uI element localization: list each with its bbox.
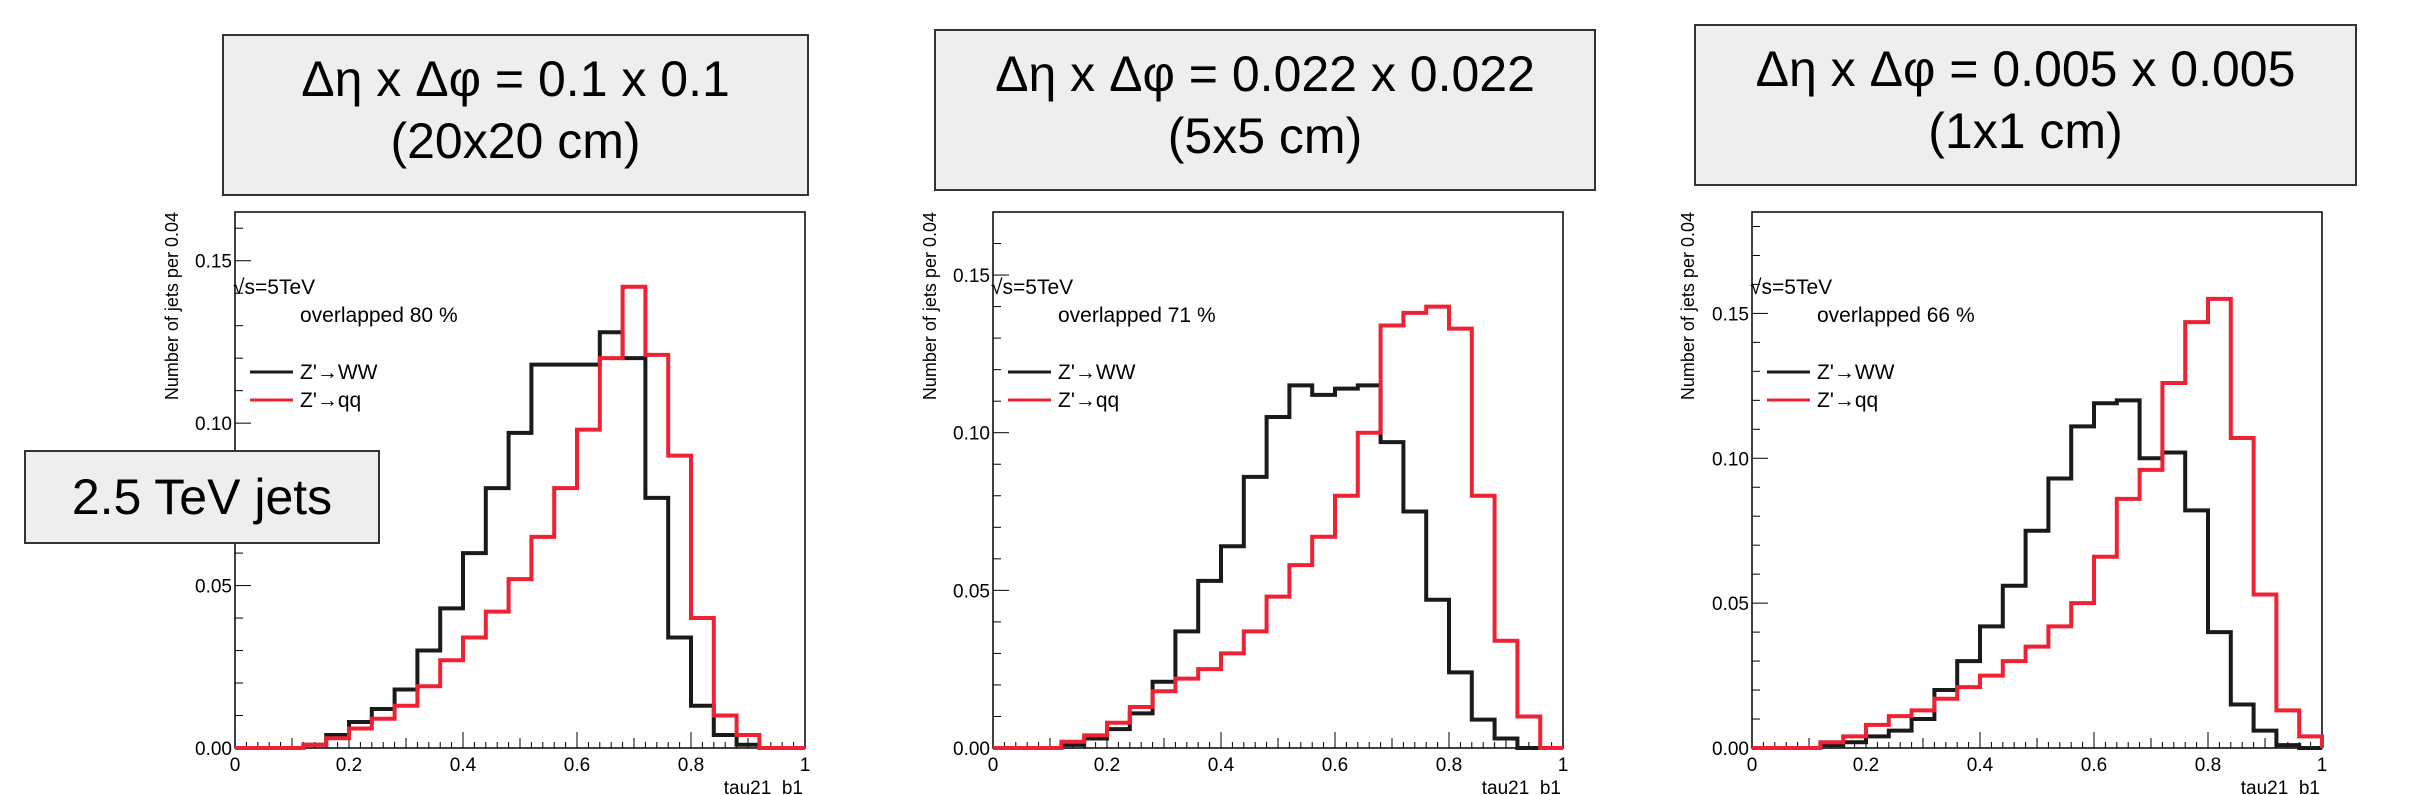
x-axis-label: tau21_b1 (724, 778, 803, 795)
y-tick-label: 0.00 (1712, 739, 1749, 760)
plot-frame (1751, 211, 2323, 749)
x-tick-label: 0 (230, 755, 241, 776)
legend-label-qq: Z'→qq (1817, 389, 1878, 412)
energy-label: √s=5TeV (233, 276, 315, 299)
resolution-caption-1: Δη x Δφ = 0.1 x 0.1 (20x20 cm) (222, 34, 809, 196)
legend-label-qq: Z'→qq (1058, 389, 1119, 412)
y-tick-label: 0.15 (195, 252, 232, 273)
chart-2: 0 0.2 0.4 0.6 0.8 1 0.00 0.05 0.10 0.15 tau21_b1 Nu… (920, 211, 1569, 795)
resolution-caption-3-line1: Δη x Δφ = 0.005 x 0.005 (1755, 41, 2296, 97)
y-tick-label: 0.00 (953, 739, 990, 760)
y-tick-label: 0.15 (1712, 304, 1749, 325)
x-tick-label: 0.2 (1094, 755, 1120, 776)
overlap-label: overlapped 66 % (1817, 304, 1975, 327)
y-tick-label: 0.10 (1712, 449, 1749, 470)
x-tick-label: 1 (2317, 755, 2328, 776)
x-tick-label: 0.6 (564, 755, 590, 776)
x-tick-label: 0.4 (1967, 755, 1994, 776)
resolution-caption-3: Δη x Δφ = 0.005 x 0.005 (1x1 cm) (1694, 24, 2357, 186)
legend-label-ww: Z'→WW (1058, 361, 1136, 384)
x-tick-label: 0.2 (336, 755, 362, 776)
x-tick-label: 0.4 (1208, 755, 1235, 776)
y-tick-label: 0.05 (1712, 594, 1749, 615)
energy-label: √s=5TeV (991, 276, 1073, 299)
resolution-caption-1-line2: (20x20 cm) (390, 113, 641, 169)
plot-frame (992, 211, 1564, 749)
x-tick-label: 0.8 (1436, 755, 1462, 776)
histogram-series-qq (235, 284, 805, 750)
x-tick-label: 0.6 (2081, 755, 2107, 776)
resolution-caption-2-line2: (5x5 cm) (1167, 108, 1363, 164)
x-tick-label: 1 (800, 755, 811, 776)
legend-label-qq: Z'→qq (300, 389, 361, 412)
energy-label: √s=5TeV (1750, 276, 1832, 299)
y-axis-label: Number of jets per 0.04 (1678, 212, 1698, 400)
overlap-label: overlapped 71 % (1058, 304, 1216, 327)
y-axis-label: Number of jets per 0.04 (920, 212, 940, 400)
jets-energy-label: 2.5 TeV jets (24, 450, 380, 544)
histogram-series-qq (993, 304, 1563, 750)
resolution-caption-2-line1: Δη x Δφ = 0.022 x 0.022 (995, 46, 1535, 102)
overlap-label: overlapped 80 % (300, 304, 458, 327)
y-tick-label: 0.00 (195, 739, 232, 760)
histogram-series-ww (1752, 398, 2322, 750)
histogram-series-qq (1752, 296, 2324, 750)
resolution-caption-3-line2: (1x1 cm) (1928, 103, 2123, 159)
x-tick-label: 0.8 (2195, 755, 2221, 776)
chart-1: 0 0.2 0.4 0.6 0.8 1 0.00 0.05 0.10 0.15 tau21_b1 Nu… (162, 211, 811, 795)
y-tick-label: 0.10 (953, 424, 990, 445)
x-tick-label: 0.4 (450, 755, 477, 776)
x-tick-label: 0 (1747, 755, 1758, 776)
x-tick-label: 0 (988, 755, 999, 776)
legend-label-ww: Z'→WW (1817, 361, 1895, 384)
x-tick-label: 0.6 (1322, 755, 1348, 776)
x-axis-label: tau21_b1 (2241, 778, 2320, 795)
y-tick-label: 0.10 (195, 414, 232, 435)
x-tick-label: 0.2 (1853, 755, 1879, 776)
x-axis-label: tau21_b1 (1482, 778, 1561, 795)
x-tick-label: 1 (1558, 755, 1569, 776)
x-tick-label: 0.8 (678, 755, 704, 776)
y-tick-label: 0.05 (195, 577, 232, 598)
y-axis-label: Number of jets per 0.04 (162, 212, 182, 400)
y-tick-label: 0.15 (953, 266, 990, 287)
y-tick-label: 0.05 (953, 581, 990, 602)
resolution-caption-1-line1: Δη x Δφ = 0.1 x 0.1 (301, 51, 730, 107)
resolution-caption-2: Δη x Δφ = 0.022 x 0.022 (5x5 cm) (934, 29, 1596, 191)
histogram-series-ww (993, 383, 1563, 750)
chart-3: 0 0.2 0.4 0.6 0.8 1 0.00 0.05 0.10 0.15 tau21_b1 Nu… (1678, 211, 2328, 795)
legend-label-ww: Z'→WW (300, 361, 378, 384)
